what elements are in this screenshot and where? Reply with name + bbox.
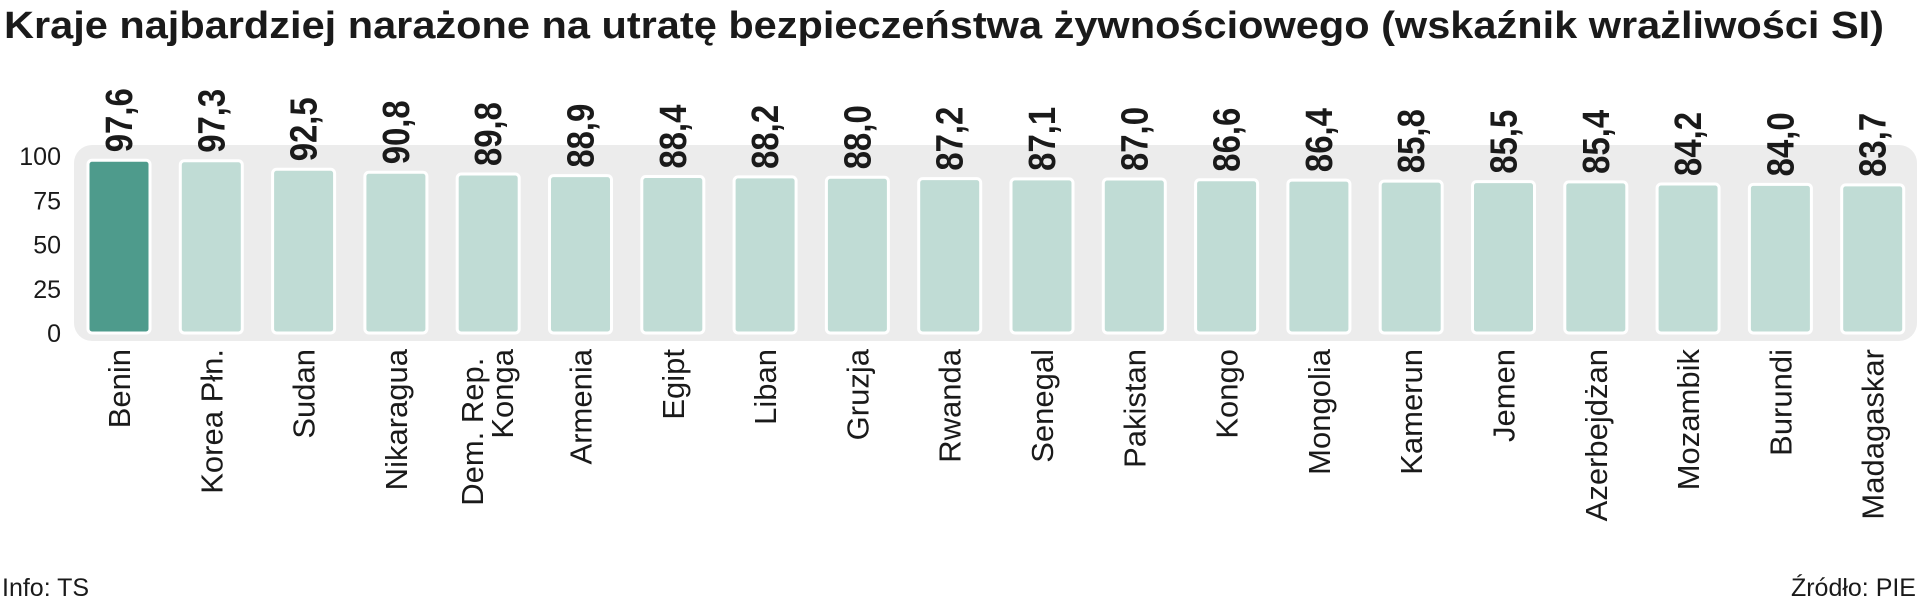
value-label: 84,2 xyxy=(1668,112,1710,176)
value-label: 83,7 xyxy=(1853,113,1895,177)
bar xyxy=(917,177,983,335)
bar xyxy=(178,159,244,335)
bar xyxy=(1101,177,1167,335)
y-tick-label: 75 xyxy=(33,187,61,215)
x-tick-label: Egipt xyxy=(656,349,691,420)
x-tick-label-line: Konga xyxy=(485,348,520,438)
x-tick-label: Rwanda xyxy=(933,348,968,462)
bar xyxy=(1563,180,1629,335)
bar xyxy=(1840,183,1906,335)
x-tick-label: Dem. Rep. Konga xyxy=(455,348,520,506)
value-label: 89,8 xyxy=(468,102,510,166)
x-tick-label: Mongolia xyxy=(1302,348,1337,475)
bar xyxy=(1471,180,1536,335)
bar xyxy=(548,174,613,335)
x-tick-label: Kamerun xyxy=(1394,349,1429,475)
value-label: 88,4 xyxy=(653,105,695,169)
value-label: 88,9 xyxy=(561,104,603,168)
plot-background xyxy=(74,145,1917,341)
value-label: 84,0 xyxy=(1760,112,1802,176)
bar xyxy=(1194,178,1260,335)
bar xyxy=(1378,179,1444,335)
value-label: 92,5 xyxy=(284,97,326,161)
value-label: 87,0 xyxy=(1114,107,1156,171)
bar xyxy=(363,170,429,335)
bar xyxy=(640,175,706,335)
bar xyxy=(1747,182,1813,335)
bar xyxy=(1009,177,1075,335)
x-tick-label: Korea Płn. xyxy=(194,349,229,494)
x-tick-label: Armenia xyxy=(564,348,599,464)
source: Źródło: PIE xyxy=(1791,573,1916,602)
value-label: 88,2 xyxy=(745,105,787,169)
x-tick-label: Mozambik xyxy=(1671,349,1706,491)
x-tick-label: Pakistan xyxy=(1117,349,1152,468)
bar xyxy=(455,172,521,335)
bar xyxy=(1655,182,1721,335)
value-label: 85,8 xyxy=(1391,109,1433,173)
value-label: 87,1 xyxy=(1022,107,1064,171)
x-tick-label: Jemen xyxy=(1487,349,1522,442)
x-tick-label: Senegal xyxy=(1025,349,1060,463)
x-tick-label: Madagaskar xyxy=(1856,349,1891,520)
bar xyxy=(86,158,152,335)
x-tick-label: Kongo xyxy=(1210,349,1245,439)
y-tick-label: 25 xyxy=(33,276,61,304)
value-label: 87,2 xyxy=(930,107,972,171)
value-label: 86,6 xyxy=(1207,108,1249,172)
value-label: 97,3 xyxy=(191,89,233,153)
x-tick-label: Burundi xyxy=(1763,349,1798,456)
bar xyxy=(824,175,890,335)
y-tick-label: 0 xyxy=(47,320,61,348)
value-label: 85,4 xyxy=(1576,110,1618,174)
x-tick-label: Azerbejdżan xyxy=(1579,349,1614,521)
x-tick-label: Sudan xyxy=(287,349,322,439)
x-tick-label: Nikaragua xyxy=(379,348,414,490)
x-tick-label-line: Dem. Rep. xyxy=(455,349,490,506)
chart-title: Kraje najbardziej narażone na utratę bez… xyxy=(4,5,1884,47)
x-tick-label: Liban xyxy=(748,349,783,425)
value-label: 86,4 xyxy=(1299,108,1341,172)
value-label: 85,5 xyxy=(1484,110,1526,174)
bar xyxy=(1286,178,1352,335)
note: Info: TS xyxy=(2,574,89,602)
y-tick-label: 100 xyxy=(19,143,61,171)
value-label: 90,8 xyxy=(376,100,418,164)
bar xyxy=(732,175,798,335)
value-label: 88,0 xyxy=(837,105,879,169)
value-label: 97,6 xyxy=(99,88,141,152)
x-tick-label: Gruzja xyxy=(840,348,875,440)
x-tick-label: Benin xyxy=(102,349,137,428)
bar xyxy=(271,167,337,335)
y-tick-label: 50 xyxy=(33,232,61,260)
